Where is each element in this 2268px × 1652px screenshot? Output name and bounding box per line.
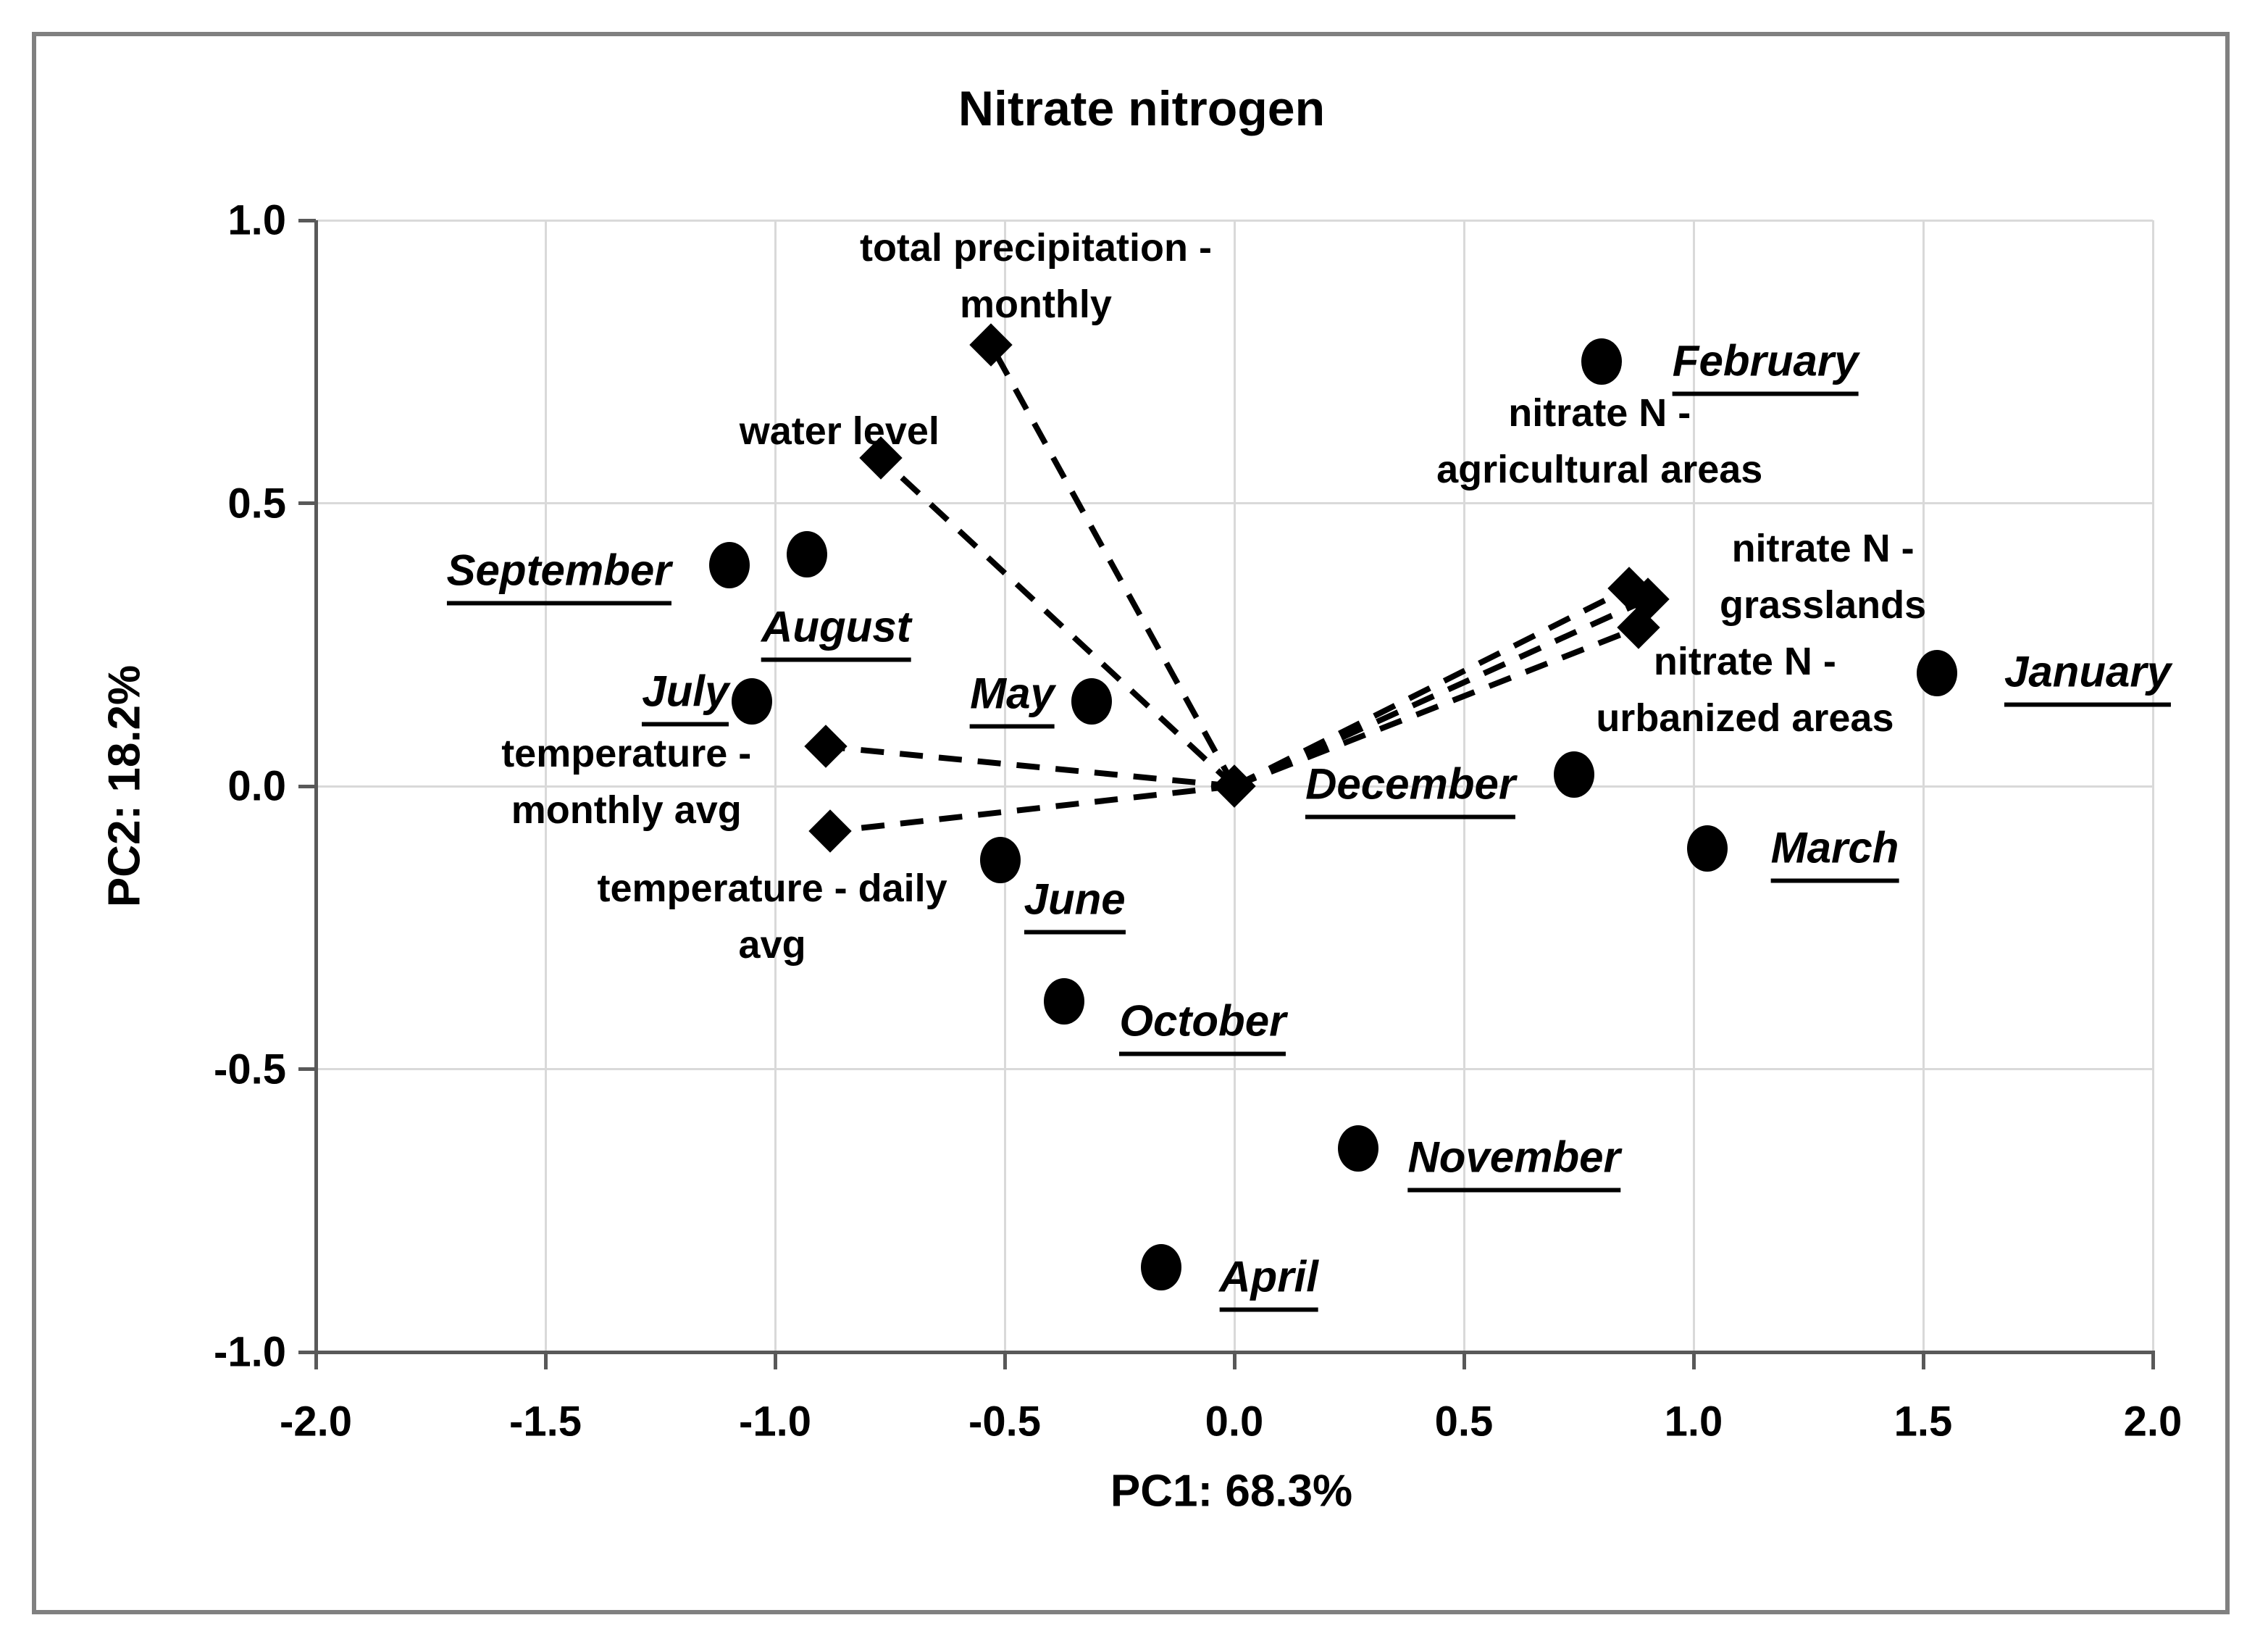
month-point-marker	[1071, 677, 1113, 725]
month-point-marker	[1044, 977, 1085, 1025]
variable-label: temperature - daily avg	[598, 860, 947, 973]
vector-line	[988, 343, 1237, 788]
x-axis-tick	[543, 1352, 548, 1369]
vector-line	[825, 743, 1235, 789]
month-point-marker	[708, 542, 750, 589]
variable-label-line: temperature -	[501, 732, 752, 776]
month-point-marker	[1581, 338, 1623, 385]
variable-label-line: urbanized areas	[1596, 696, 1894, 741]
x-axis-tick-label: -2.0	[280, 1398, 352, 1446]
x-axis-tick	[314, 1352, 318, 1369]
y-axis-tick	[298, 218, 316, 222]
variable-label: nitrate N - urbanized areas	[1596, 633, 1894, 746]
x-axis-tick-label: 1.0	[1664, 1398, 1723, 1446]
month-point-marker	[1338, 1125, 1379, 1172]
month-label: February	[1672, 326, 1859, 396]
month-point-marker	[979, 836, 1021, 883]
x-axis-tick	[1691, 1352, 1696, 1369]
variable-label-line: agricultural areas	[1436, 447, 1763, 491]
vector-line	[1233, 585, 1631, 789]
y-axis-tick	[298, 1350, 316, 1354]
month-label: June	[1024, 864, 1126, 935]
figure-border	[32, 32, 2230, 1614]
variable-label-line: nitrate N -	[1731, 527, 1915, 571]
x-axis-line	[316, 1351, 2155, 1354]
y-axis-line	[314, 220, 318, 1352]
vector-line	[829, 783, 1235, 835]
variable-label-line: nitrate N -	[1653, 640, 1836, 684]
variable-label-line: monthly	[959, 282, 1112, 326]
y-axis-tick-label: 0.5	[227, 480, 286, 527]
grid-line-horizontal	[316, 1068, 2153, 1070]
month-label: April	[1219, 1241, 1318, 1312]
month-label: March	[1770, 812, 1899, 883]
y-axis-title: PC2: 18.2%	[99, 664, 150, 908]
variable-label-line: monthly avg	[511, 788, 742, 833]
month-point-marker	[1917, 649, 1958, 696]
month-point-marker	[1554, 751, 1595, 798]
x-axis-tick	[1921, 1352, 1925, 1369]
grid-line-vertical	[2151, 220, 2154, 1352]
x-axis-tick	[1232, 1352, 1236, 1369]
variable-label: nitrate N - grasslands	[1720, 520, 1926, 633]
y-axis-tick	[298, 1067, 316, 1071]
variable-label-line: temperature - daily	[597, 867, 947, 911]
grid-line-horizontal	[316, 502, 2153, 504]
x-axis-title: PC1: 68.3%	[1110, 1466, 1353, 1517]
x-axis-tick	[773, 1352, 777, 1369]
month-label: November	[1407, 1122, 1620, 1193]
month-label: August	[761, 591, 911, 662]
x-axis-tick-label: 2.0	[2123, 1398, 2183, 1446]
month-label: October	[1119, 985, 1286, 1056]
variable-label-line: total precipitation -	[859, 225, 1212, 270]
variable-label: total precipitation - monthly	[860, 220, 1212, 333]
x-axis-tick-label: 1.5	[1894, 1398, 1953, 1446]
vector-line	[1233, 625, 1640, 789]
variable-label-line: grasslands	[1720, 583, 1927, 627]
x-axis-tick-label: 0.5	[1434, 1398, 1494, 1446]
x-axis-tick	[2151, 1352, 2155, 1369]
month-label: September	[446, 535, 671, 606]
x-axis-tick-label: 0.0	[1205, 1398, 1264, 1446]
month-point-marker	[732, 677, 773, 725]
month-label: July	[642, 656, 729, 727]
y-axis-tick-label: 1.0	[227, 196, 286, 244]
y-axis-tick-label: -0.5	[214, 1046, 286, 1093]
x-axis-tick	[1462, 1352, 1466, 1369]
x-axis-tick-label: -1.5	[509, 1398, 582, 1446]
x-axis-tick	[1003, 1352, 1007, 1369]
variable-label: temperature - monthly avg	[501, 725, 751, 838]
y-axis-tick	[298, 784, 316, 788]
x-axis-tick-label: -1.0	[739, 1398, 811, 1446]
variable-label-line: avg	[738, 923, 806, 967]
month-label: May	[970, 658, 1055, 729]
month-label: January	[2004, 636, 2172, 707]
variable-label-line: water level	[739, 409, 940, 454]
chart-title: Nitrate nitrogen	[958, 81, 1326, 136]
variable-label: nitrate N - agricultural areas	[1436, 385, 1762, 498]
grid-line-horizontal	[316, 219, 2153, 222]
variable-label: water level	[740, 403, 940, 459]
y-axis-tick-label: 0.0	[227, 762, 286, 810]
x-axis-tick-label: -0.5	[968, 1398, 1041, 1446]
variable-label-line: nitrate N -	[1508, 391, 1691, 435]
y-axis-tick	[298, 501, 316, 505]
y-axis-tick-label: -1.0	[214, 1328, 286, 1376]
month-point-marker	[787, 530, 828, 577]
month-point-marker	[1140, 1243, 1181, 1290]
month-point-marker	[1687, 825, 1728, 872]
vector-line	[879, 456, 1236, 788]
month-label: December	[1305, 749, 1516, 819]
